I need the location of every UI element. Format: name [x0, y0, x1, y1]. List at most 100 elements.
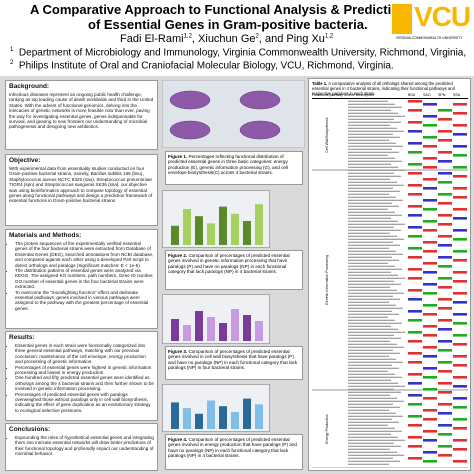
paralog-cell: [453, 280, 467, 283]
description-cell: [348, 307, 403, 309]
paralog-cell: [423, 325, 437, 328]
paralog-cell: [423, 313, 437, 316]
list-item: One hundred and fifty predicted essentia…: [15, 375, 154, 391]
description-cell: [348, 292, 404, 294]
bar-shape: [255, 321, 263, 341]
description-cell: [348, 439, 405, 441]
bar-shape: [207, 317, 215, 341]
description-cell: [348, 217, 391, 219]
paralog-cell: [408, 415, 422, 418]
logo-mark: [392, 4, 412, 34]
description-cell: [348, 406, 400, 408]
description-cell: [348, 322, 402, 324]
paralog-cell: [423, 334, 437, 337]
description-cell: [348, 367, 399, 369]
description-cell: [348, 418, 392, 420]
description-cell: [348, 301, 389, 303]
description-cell: [348, 235, 397, 237]
paralog-cell: [408, 289, 422, 292]
group-label: Genetic Information Processing: [325, 255, 329, 305]
description-cell: [348, 421, 399, 423]
description-cell: [348, 334, 394, 336]
description-cell: [348, 319, 395, 321]
paralog-cell: [438, 391, 452, 394]
paralog-cell: [438, 172, 452, 175]
description-cell: [348, 262, 388, 264]
paralog-cell: [423, 241, 437, 244]
description-cell: [348, 280, 394, 282]
description-cell: [348, 310, 392, 312]
paralog-cell: [453, 154, 467, 157]
bar-chart-image: [162, 384, 270, 432]
description-cell: [348, 139, 389, 141]
paralog-cell: [423, 187, 437, 190]
paralog-cell: [453, 229, 467, 232]
description-cell: [348, 244, 400, 246]
description-cell: [348, 103, 395, 105]
description-cell: [348, 157, 395, 159]
paralog-cell: [408, 172, 422, 175]
description-cell: [348, 424, 388, 426]
paralog-cell: [408, 277, 422, 280]
description-cell: [348, 196, 396, 198]
author: , and Ping Xu: [258, 33, 325, 45]
background-box: Background: Infectious diseases represent…: [5, 80, 158, 150]
description-cell: [348, 277, 405, 279]
caption-text: Comparison of percentages of predicted e…: [168, 349, 298, 371]
authors: Fadi El-Rami1,2, Xiuchun Ge2, and Ping X…: [120, 33, 333, 45]
description-cell: [348, 295, 393, 297]
paralog-cell: [438, 214, 452, 217]
paralog-cell: [438, 412, 452, 415]
description-cell: [348, 136, 400, 138]
paralog-cell: [438, 298, 452, 301]
table-caption: Table 1. A comparative analysis of all o…: [312, 81, 468, 96]
bar-chart-image: [162, 294, 270, 344]
paralog-cell: [408, 226, 422, 229]
paralog-cell: [438, 403, 452, 406]
paralog-cell: [453, 124, 467, 127]
description-cell: [348, 337, 401, 339]
paralog-cell: [423, 229, 437, 232]
bar-shape: [195, 311, 203, 341]
figure-label: Figure 3.: [168, 349, 188, 354]
paralog-cell: [423, 418, 437, 421]
paralog-cell: [453, 208, 467, 211]
description-cell: [348, 460, 400, 462]
description-cell: [348, 223, 405, 225]
paralog-cell: [438, 193, 452, 196]
paralog-cell: [408, 424, 422, 427]
description-cell: [348, 193, 389, 195]
bar-shape: [207, 223, 215, 245]
paralog-cell: [438, 361, 452, 364]
table-header: Functional pathway Gene Description BSU SAO…: [312, 93, 468, 99]
bar-shape: [183, 325, 191, 341]
description-cell: [348, 205, 399, 207]
description-cell: [348, 385, 405, 387]
description-cell: [348, 250, 396, 252]
description-cell: [348, 175, 401, 177]
bar-shape: [171, 402, 179, 429]
paralog-cell: [423, 376, 437, 379]
paralog-cell: [408, 256, 422, 259]
paralog-cell: [423, 439, 437, 442]
paralog-cell: [408, 247, 422, 250]
paralog-cell: [423, 157, 437, 160]
paralog-cell: [408, 319, 422, 322]
bar-shape: [195, 216, 203, 245]
paralog-cell: [408, 310, 422, 313]
description-cell: [348, 340, 390, 342]
paralog-cell: [438, 277, 452, 280]
paralog-cell: [423, 346, 437, 349]
paralog-cell: [408, 121, 422, 124]
bar-shape: [255, 204, 263, 245]
paralog-cell: [408, 394, 422, 397]
list: The protein sequences of the experimenta…: [9, 241, 154, 311]
caption-text: A comparative analysis of all orthologs …: [312, 81, 455, 96]
figure-caption: Figure 4. Comparison of percentages of p…: [165, 434, 303, 470]
paralog-cell: [453, 112, 467, 115]
description-cell: [348, 121, 401, 123]
description-cell: [348, 148, 392, 150]
description-cell: [348, 115, 405, 117]
figure-label: Figure 2.: [168, 253, 188, 258]
